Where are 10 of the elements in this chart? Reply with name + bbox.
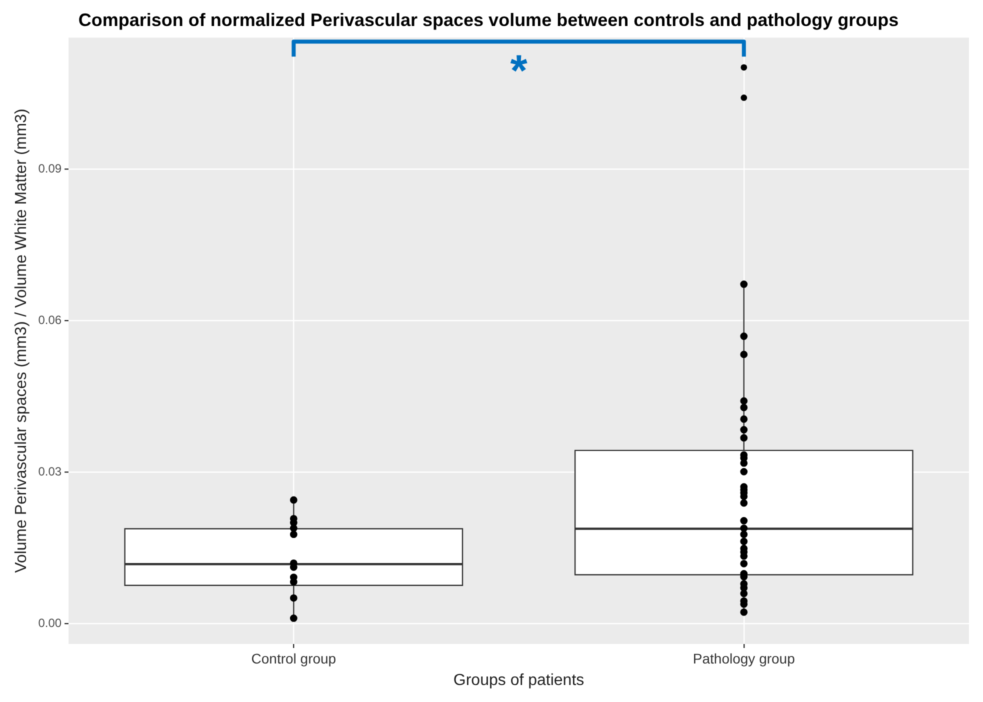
x-tick-label: Pathology group	[692, 650, 796, 666]
annotation: *	[510, 46, 528, 96]
y-tick-label: 0.09	[38, 161, 62, 176]
y-tick-label: 0.00	[38, 616, 62, 630]
x-axis-title: Groups of patients	[453, 672, 584, 689]
y-tick-label: 0.03	[38, 464, 62, 478]
chart-title: Comparison of normalized Perivascular spaces volume between controls and pathology groups	[78, 10, 899, 30]
y-axis-title: Volume Perivascular spaces (mm3) / Volume White Matter (mm3)	[13, 108, 30, 573]
x-tick-label: Control group	[251, 650, 336, 666]
y-tick-label: 0.06	[38, 312, 62, 327]
